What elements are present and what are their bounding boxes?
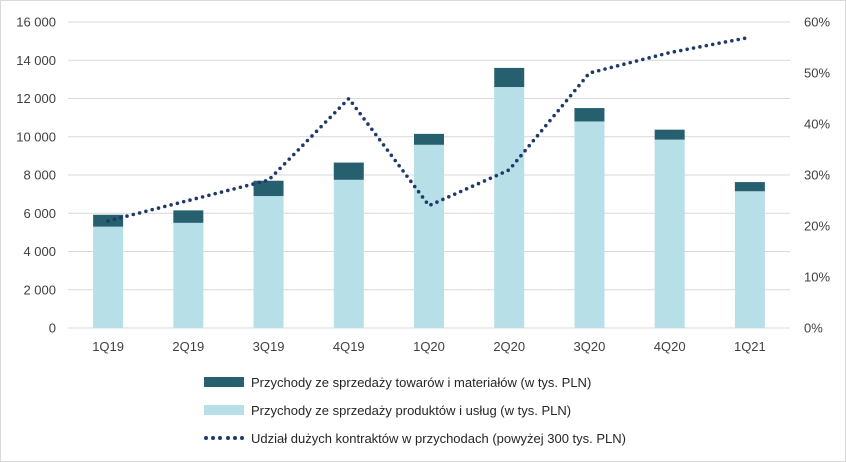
bar-products — [253, 196, 284, 328]
y-right-tick-label: 10% — [804, 270, 830, 285]
bar-products — [574, 121, 605, 328]
legend-dot — [239, 436, 244, 440]
y-left-tick-label: 10 000 — [16, 129, 56, 144]
y-left-tick-label: 0 — [49, 321, 56, 336]
right-axis-labels: 0% 10% 20% 30% 40% 50% 60% — [804, 15, 830, 336]
share-line — [106, 35, 752, 223]
legend: Przychody ze sprzedaży towarów i materia… — [204, 368, 724, 452]
bar-products — [414, 144, 444, 328]
bar-products — [333, 179, 364, 328]
y-right-tick-label: 30% — [804, 168, 830, 183]
x-tick-label: 4Q19 — [333, 339, 365, 354]
x-tick-label: 2Q20 — [493, 339, 525, 354]
y-right-tick-label: 60% — [804, 15, 830, 30]
bar-products — [93, 226, 124, 328]
bar-products — [173, 222, 204, 328]
bar-products — [654, 139, 685, 328]
legend-dot — [232, 436, 237, 440]
legend-dot — [218, 436, 223, 440]
y-left-tick-label: 6 000 — [23, 206, 56, 221]
y-right-tick-label: 20% — [804, 219, 830, 234]
y-right-tick-label: 40% — [804, 117, 830, 132]
y-left-tick-label: 4 000 — [23, 244, 56, 259]
y-left-tick-label: 12 000 — [16, 91, 56, 106]
y-left-tick-label: 8 000 — [23, 168, 56, 183]
bar-goods — [173, 210, 204, 223]
legend-item-share: Udział dużych kontraktów w przychodach (… — [204, 424, 724, 452]
bar-products — [734, 191, 765, 328]
legend-dot — [225, 436, 230, 440]
y-right-tick-label: 50% — [804, 66, 830, 81]
x-axis-labels: 1Q19 2Q19 3Q19 4Q19 1Q20 2Q20 3Q20 4Q20 1Q21 — [92, 339, 766, 354]
bar-goods — [494, 67, 525, 88]
x-tick-label: 1Q21 — [734, 339, 766, 354]
y-left-tick-label: 14 000 — [16, 53, 56, 68]
bar-goods — [253, 180, 284, 197]
x-tick-label: 2Q19 — [172, 339, 204, 354]
legend-dot — [204, 436, 208, 440]
legend-label-goods: Przychody ze sprzedaży towarów i materia… — [251, 374, 592, 390]
legend-label-products: Przychody ze sprzedaży produktów i usług… — [251, 402, 572, 418]
y-left-tick-label: 16 000 — [16, 15, 56, 30]
legend-swatch-share — [204, 433, 244, 443]
bar-goods — [414, 133, 444, 145]
legend-swatch-products — [204, 405, 244, 415]
bar-goods — [574, 108, 605, 122]
left-axis-labels: 0 2 000 4 000 6 000 8 000 10 000 12 000 14 000 1… — [16, 15, 56, 336]
bar-products — [494, 87, 525, 329]
legend-label-share: Udział dużych kontraktów w przychodach (… — [251, 430, 626, 446]
bar-goods — [333, 162, 364, 180]
bar-goods — [654, 129, 685, 140]
x-tick-label: 4Q20 — [654, 339, 686, 354]
legend-item-goods: Przychody ze sprzedaży towarów i materia… — [204, 368, 724, 396]
x-tick-label: 1Q20 — [413, 339, 445, 354]
legend-item-products: Przychody ze sprzedaży produktów i usług… — [204, 396, 724, 424]
bars — [93, 67, 765, 329]
y-left-tick-label: 2 000 — [23, 282, 56, 297]
legend-swatch-goods — [204, 377, 244, 387]
x-tick-label: 3Q20 — [574, 339, 606, 354]
legend-dot — [211, 436, 216, 440]
y-right-tick-label: 0% — [804, 321, 823, 336]
share-line-path — [106, 35, 752, 223]
bar-goods — [734, 182, 765, 192]
x-tick-label: 3Q19 — [253, 339, 285, 354]
x-tick-label: 1Q19 — [92, 339, 124, 354]
